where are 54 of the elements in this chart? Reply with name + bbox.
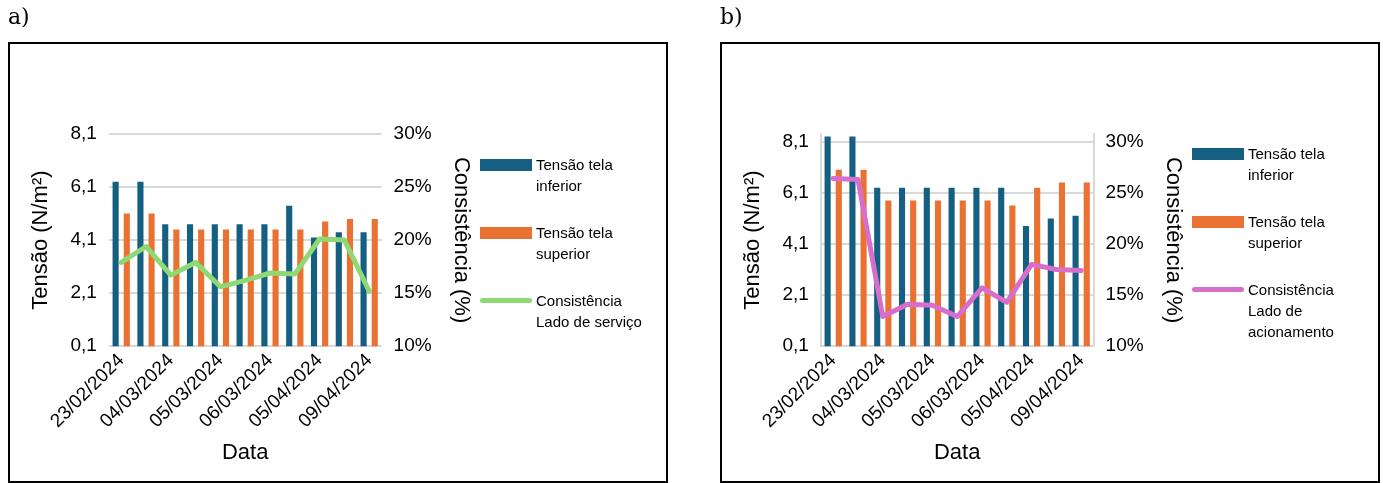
bar [1072,215,1079,347]
y2-tick-label: 25% [1105,181,1144,203]
bar [923,187,930,347]
bar [835,169,842,347]
y-tick-label: 4,1 [70,228,97,250]
bar [984,200,991,347]
y-axis-title: Tensão (N/m²) [27,170,53,310]
chart-title: b) [720,4,743,29]
y2-axis-title: Consistência (%) [449,156,475,324]
bar [1022,226,1030,347]
legend-label: Tensão tela inferior [536,154,614,196]
legend-label: Tensão tela inferior [1248,144,1326,185]
bar [910,200,917,347]
y-tick-label: 2,1 [782,283,809,305]
bar [934,200,942,347]
legend-label: Tensão tela superior [536,222,614,264]
bar [959,200,966,347]
y2-tick-label: 15% [393,281,432,303]
y2-tick-label: 10% [1105,334,1144,356]
y2-tick-label: 15% [1105,283,1144,305]
y2-tick-label: 20% [393,228,432,250]
bar [1034,187,1041,347]
x-axis-title: Data [933,438,982,464]
y2-tick-label: 25% [393,175,432,197]
y2-axis-title: Consistência (%) [1161,156,1187,324]
bar [948,187,955,347]
legend-label: Tensão tela superior [1248,212,1326,253]
bar [1083,182,1090,347]
bar [849,136,856,347]
bar [885,200,892,347]
y-tick-label: 8,1 [70,122,97,144]
bar [1058,182,1066,347]
y2-tick-label: 30% [393,122,432,144]
y-tick-label: 0,1 [782,334,809,356]
bar [898,187,906,347]
bar [1047,218,1054,347]
y-tick-label: 2,1 [70,281,97,303]
bar [824,136,831,347]
legend-label: Consistência Lado de serviço [536,290,643,332]
bar [1009,205,1016,347]
y-tick-label: 4,1 [782,232,809,254]
y2-tick-label: 10% [393,334,432,356]
legend-label: Consistência Lado de acionamento [1248,280,1335,342]
y-axis-title: Tensão (N/m²) [739,170,765,310]
x-axis-title: Data [221,438,270,464]
chart-title: a) [8,4,30,29]
y-tick-label: 6,1 [782,181,809,203]
y2-tick-label: 20% [1105,232,1144,254]
bar [973,187,980,347]
bar [998,187,1005,347]
y-tick-label: 0,1 [70,334,97,356]
y-tick-label: 8,1 [782,129,809,151]
y2-tick-label: 30% [1105,129,1144,151]
y-tick-label: 6,1 [70,175,97,197]
